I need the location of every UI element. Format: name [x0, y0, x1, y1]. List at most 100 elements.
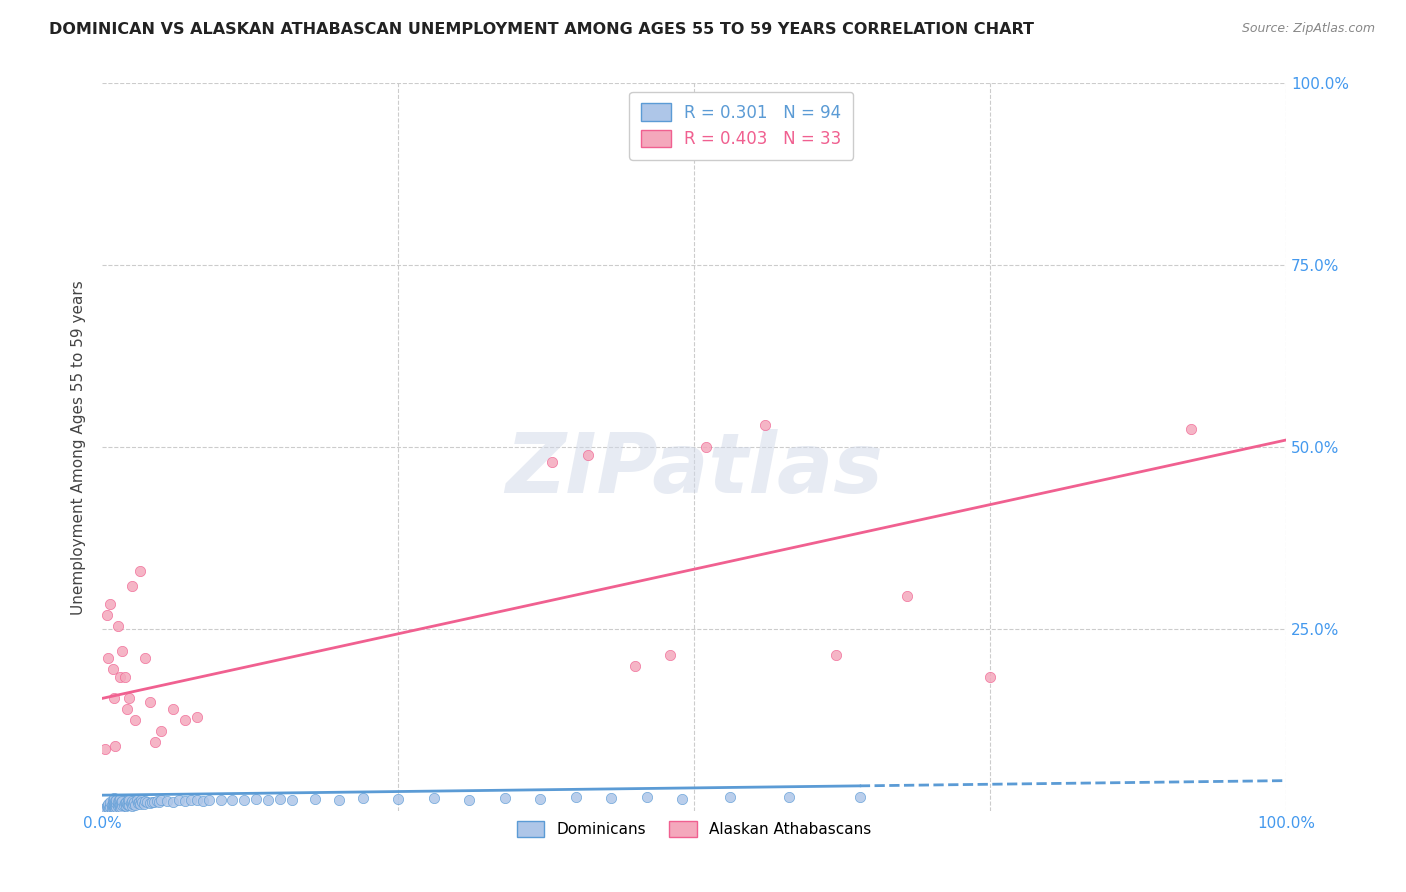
Point [97, 797, 120, 811]
Point [118, 797, 141, 812]
Point [103, 801, 125, 815]
Point [107, 798, 129, 813]
Point [671, 792, 693, 806]
Point [122, 796, 145, 810]
Point [118, 691, 141, 706]
Point [115, 797, 138, 811]
Point [125, 792, 148, 806]
Point [659, 648, 682, 662]
Point [107, 799, 129, 814]
Point [145, 794, 167, 808]
Point [121, 578, 143, 592]
Point [304, 792, 326, 806]
Point [778, 789, 800, 804]
Point [564, 790, 586, 805]
Point [105, 796, 128, 810]
Point [233, 793, 256, 807]
Point [132, 797, 155, 811]
Point [138, 796, 160, 810]
Point [101, 797, 124, 811]
Point [167, 792, 190, 806]
Point [754, 418, 776, 433]
Point [120, 796, 142, 810]
Point [112, 797, 135, 812]
Point [100, 798, 122, 813]
Point [896, 590, 918, 604]
Point [107, 795, 129, 809]
Point [162, 702, 184, 716]
Point [105, 800, 128, 814]
Point [636, 790, 658, 805]
Point [209, 793, 232, 807]
Point [98, 801, 121, 815]
Point [280, 792, 302, 806]
Point [134, 794, 156, 808]
Point [150, 793, 173, 807]
Point [825, 648, 848, 662]
Text: DOMINICAN VS ALASKAN ATHABASCAN UNEMPLOYMENT AMONG AGES 55 TO 59 YEARS CORRELATI: DOMINICAN VS ALASKAN ATHABASCAN UNEMPLOY… [49, 22, 1035, 37]
Point [104, 800, 127, 814]
Point [600, 791, 623, 805]
Point [94, 802, 117, 816]
Point [148, 795, 170, 809]
Point [494, 791, 516, 805]
Point [115, 702, 138, 716]
Point [328, 792, 350, 806]
Point [93, 800, 115, 814]
Point [101, 662, 124, 676]
Point [108, 797, 131, 811]
Point [103, 799, 125, 814]
Point [107, 618, 129, 632]
Point [245, 792, 267, 806]
Point [174, 713, 197, 727]
Legend: Dominicans, Alaskan Athabascans: Dominicans, Alaskan Athabascans [510, 815, 877, 844]
Point [128, 795, 150, 809]
Point [96, 799, 118, 814]
Point [186, 709, 208, 723]
Point [129, 797, 152, 811]
Point [422, 791, 444, 805]
Point [100, 796, 122, 810]
Point [104, 739, 127, 753]
Point [156, 794, 179, 808]
Point [105, 792, 128, 806]
Point [100, 800, 122, 814]
Point [110, 796, 132, 810]
Point [387, 792, 409, 806]
Point [458, 792, 481, 806]
Point [108, 669, 131, 683]
Point [352, 791, 374, 805]
Point [529, 792, 551, 806]
Point [143, 796, 166, 810]
Point [117, 798, 139, 813]
Point [124, 797, 146, 812]
Point [101, 800, 124, 814]
Point [104, 797, 127, 812]
Point [121, 799, 143, 814]
Point [118, 793, 141, 807]
Point [174, 794, 197, 808]
Point [93, 742, 115, 756]
Point [979, 669, 1001, 683]
Point [624, 658, 647, 673]
Point [108, 792, 131, 806]
Point [131, 796, 153, 810]
Point [197, 792, 219, 806]
Text: ZIPatlas: ZIPatlas [505, 429, 883, 509]
Point [114, 796, 136, 810]
Point [150, 724, 173, 739]
Point [191, 794, 214, 808]
Point [141, 795, 163, 809]
Point [162, 795, 184, 809]
Point [122, 797, 145, 811]
Point [103, 791, 125, 805]
Point [124, 713, 146, 727]
Point [115, 795, 138, 809]
Point [97, 800, 120, 814]
Point [136, 796, 159, 810]
Point [111, 794, 134, 808]
Point [100, 802, 122, 816]
Point [186, 792, 208, 806]
Point [97, 651, 120, 665]
Point [114, 669, 136, 683]
